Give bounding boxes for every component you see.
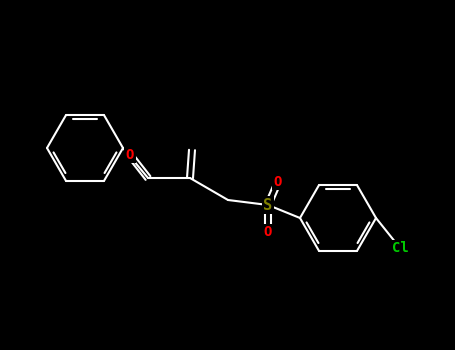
Text: O: O <box>126 148 134 162</box>
Text: Cl: Cl <box>392 241 409 255</box>
Text: S: S <box>263 197 273 212</box>
Text: O: O <box>274 175 282 189</box>
Text: O: O <box>264 225 272 239</box>
